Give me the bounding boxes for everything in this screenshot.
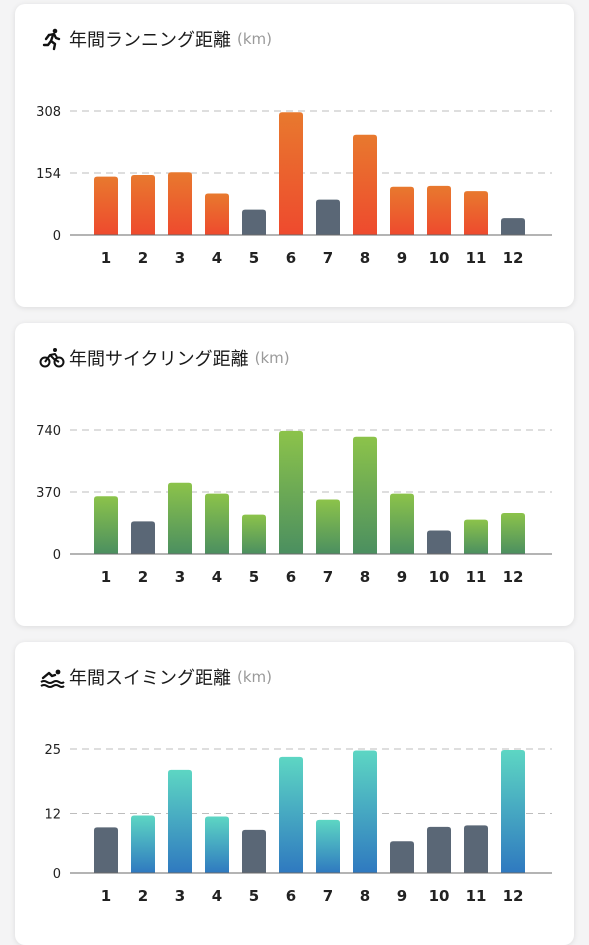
swimming-card: 年間スイミング距離 (km) 25 12 0 1 2 3 4 5 6 7 8 9 10 11 12	[15, 642, 574, 945]
bar-month-12[interactable]	[501, 512, 525, 554]
unit-label: (km)	[237, 30, 273, 48]
bar-month-10[interactable]	[427, 530, 451, 554]
y-tick-label: 370	[36, 486, 61, 501]
x-tick-label: 5	[249, 249, 259, 267]
x-tick-label: 11	[466, 568, 487, 586]
bar-month-1[interactable]	[94, 496, 118, 554]
running-card: 年間ランニング距離 (km) 308 154 0 1 2 3 4 5 6 7 8 9 10 11 12	[15, 4, 574, 307]
bar-month-8[interactable]	[353, 436, 377, 554]
card-title: 年間スイミング距離 (km)	[39, 664, 272, 690]
y-tick-label: 12	[44, 807, 61, 822]
bar-month-12[interactable]	[501, 749, 525, 873]
x-tick-label: 2	[138, 887, 148, 905]
x-tick-label: 12	[503, 887, 524, 905]
x-tick-label: 8	[360, 887, 370, 905]
bar-month-7[interactable]	[316, 199, 340, 235]
y-tick-label: 740	[36, 424, 61, 439]
x-tick-label: 6	[286, 249, 296, 267]
bar-month-4[interactable]	[205, 193, 229, 235]
bar-month-6[interactable]	[279, 112, 303, 235]
bar-month-9[interactable]	[390, 493, 414, 554]
x-tick-label: 8	[360, 568, 370, 586]
bar-month-9[interactable]	[390, 841, 414, 873]
y-tick-label: 0	[53, 229, 61, 244]
y-tick-label: 154	[36, 167, 61, 182]
x-tick-label: 3	[175, 887, 185, 905]
x-tick-label: 10	[429, 887, 450, 905]
bar-month-2[interactable]	[131, 175, 155, 235]
running-icon	[39, 26, 65, 52]
bar-month-10[interactable]	[427, 185, 451, 235]
x-tick-label: 2	[138, 249, 148, 267]
unit-label: (km)	[237, 668, 273, 686]
chart-title: 年間サイクリング距離	[69, 349, 249, 370]
bar-month-5[interactable]	[242, 209, 266, 235]
x-tick-label: 3	[175, 249, 185, 267]
x-tick-label: 7	[323, 887, 333, 905]
x-tick-label: 7	[323, 249, 333, 267]
bar-month-3[interactable]	[168, 769, 192, 873]
x-tick-label: 1	[101, 887, 111, 905]
x-tick-label: 4	[212, 249, 222, 267]
bar-month-10[interactable]	[427, 826, 451, 873]
x-tick-label: 11	[466, 249, 487, 267]
x-tick-label: 5	[249, 887, 259, 905]
bar-month-12[interactable]	[501, 218, 525, 235]
x-tick-label: 10	[429, 249, 450, 267]
bar-month-8[interactable]	[353, 134, 377, 235]
bar-month-8[interactable]	[353, 750, 377, 873]
bar-month-3[interactable]	[168, 482, 192, 554]
bar-month-2[interactable]	[131, 815, 155, 873]
card-title: 年間ランニング距離 (km)	[39, 26, 272, 52]
y-tick-label: 25	[44, 743, 61, 758]
x-tick-label: 10	[429, 568, 450, 586]
bar-month-6[interactable]	[279, 756, 303, 873]
x-tick-label: 4	[212, 568, 222, 586]
bicycle-icon	[39, 345, 65, 371]
cycling-card: 年間サイクリング距離 (km) 740 370 0 1 2 3 4 5 6 7 8 9 10 11 12	[15, 323, 574, 626]
bar-month-4[interactable]	[205, 493, 229, 554]
x-tick-label: 12	[503, 249, 524, 267]
x-tick-label: 1	[101, 249, 111, 267]
y-tick-label: 0	[53, 867, 61, 882]
bar-month-11[interactable]	[464, 519, 488, 554]
swimming-icon	[39, 664, 65, 690]
bar-month-3[interactable]	[168, 172, 192, 235]
x-tick-label: 9	[397, 887, 407, 905]
x-tick-label: 3	[175, 568, 185, 586]
bar-month-5[interactable]	[242, 829, 266, 873]
y-tick-label: 0	[53, 548, 61, 563]
x-tick-label: 7	[323, 568, 333, 586]
x-tick-label: 9	[397, 568, 407, 586]
x-tick-label: 5	[249, 568, 259, 586]
bar-month-11[interactable]	[464, 825, 488, 873]
bar-month-7[interactable]	[316, 819, 340, 873]
chart-title: 年間スイミング距離	[69, 668, 231, 689]
x-tick-label: 6	[286, 568, 296, 586]
bar-month-1[interactable]	[94, 827, 118, 873]
bar-month-1[interactable]	[94, 176, 118, 235]
x-tick-label: 2	[138, 568, 148, 586]
x-tick-label: 4	[212, 887, 222, 905]
x-tick-label: 6	[286, 887, 296, 905]
bar-month-4[interactable]	[205, 816, 229, 873]
chart-title: 年間ランニング距離	[69, 30, 231, 51]
bar-month-6[interactable]	[279, 430, 303, 554]
bar-month-9[interactable]	[390, 186, 414, 235]
bar-month-2[interactable]	[131, 521, 155, 554]
bar-month-5[interactable]	[242, 514, 266, 554]
x-tick-label: 9	[397, 249, 407, 267]
card-title: 年間サイクリング距離 (km)	[39, 345, 290, 371]
x-tick-label: 11	[466, 887, 487, 905]
bar-month-7[interactable]	[316, 499, 340, 554]
x-tick-label: 1	[101, 568, 111, 586]
y-tick-label: 308	[36, 105, 61, 120]
x-tick-label: 8	[360, 249, 370, 267]
bar-month-11[interactable]	[464, 191, 488, 235]
x-tick-label: 12	[503, 568, 524, 586]
unit-label: (km)	[254, 349, 290, 367]
